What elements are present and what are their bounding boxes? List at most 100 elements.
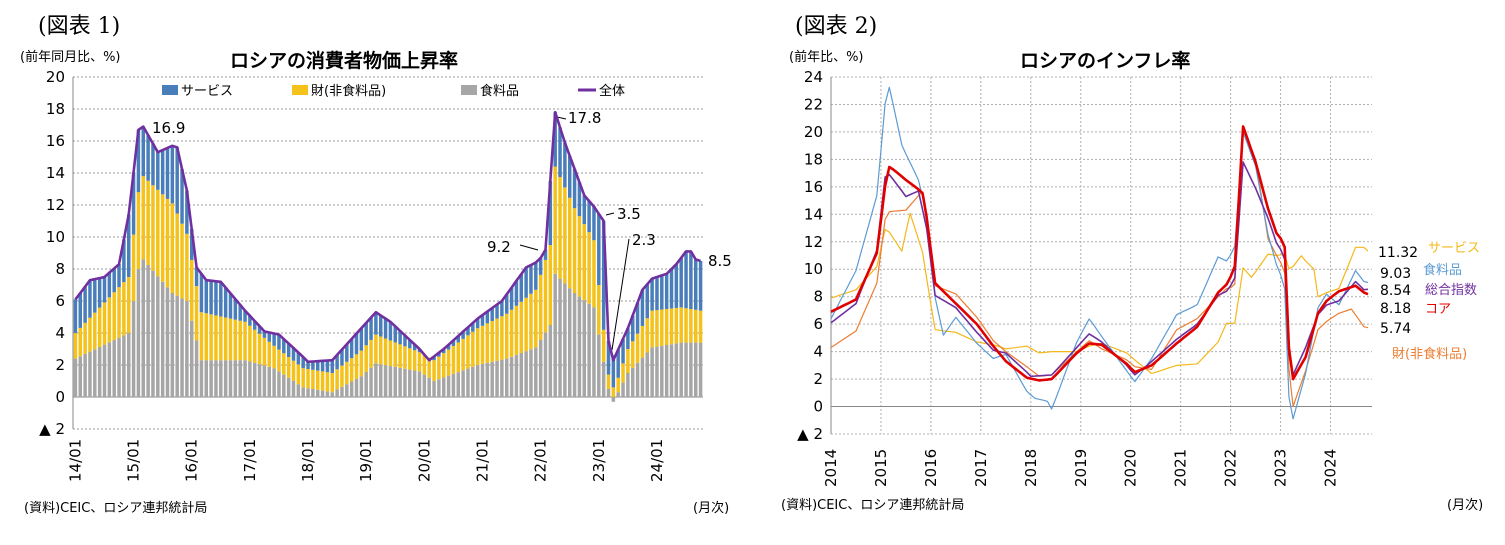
chart2-gridlines bbox=[830, 76, 1372, 435]
end-label-food-name: 食料品 bbox=[1423, 262, 1462, 278]
legend-goods-swatch bbox=[292, 85, 308, 95]
bar-services bbox=[219, 281, 223, 317]
bar-goods bbox=[151, 185, 155, 271]
bar-food bbox=[330, 392, 335, 397]
bar-goods bbox=[122, 282, 126, 336]
bar-food bbox=[320, 390, 325, 397]
y-tick-label: ▲ 2 bbox=[797, 425, 823, 443]
y-tick-label: 16 bbox=[804, 178, 823, 196]
bar-food bbox=[655, 346, 659, 397]
bar-services bbox=[238, 304, 242, 321]
bar-food bbox=[684, 342, 688, 397]
bar-goods bbox=[543, 259, 548, 333]
bar-services bbox=[286, 343, 291, 357]
bar-services bbox=[180, 169, 184, 224]
x-tick-label: 15/01 bbox=[125, 439, 143, 482]
annotation-2-3-leader bbox=[611, 238, 630, 351]
bar-services bbox=[223, 287, 228, 318]
bar-goods bbox=[645, 318, 650, 353]
bar-goods bbox=[286, 357, 291, 378]
bar-services bbox=[243, 310, 247, 322]
bar-services bbox=[185, 190, 189, 234]
bar-food bbox=[664, 345, 669, 397]
bar-food bbox=[204, 360, 209, 397]
bar-food bbox=[122, 335, 126, 397]
bar-services bbox=[102, 277, 107, 303]
bar-goods bbox=[626, 349, 630, 373]
bar-goods bbox=[500, 316, 504, 360]
bar-goods bbox=[311, 369, 315, 389]
bar-goods bbox=[606, 374, 611, 389]
y-tick-label: 20 bbox=[46, 68, 65, 86]
bar-food bbox=[674, 343, 679, 397]
bar-food bbox=[611, 397, 616, 402]
bar-services bbox=[509, 287, 514, 310]
bar-services bbox=[359, 328, 364, 351]
bar-goods bbox=[209, 314, 213, 361]
x-tick-label: 2020 bbox=[1122, 449, 1140, 487]
chart2-unit-label: (前年比、%) bbox=[789, 50, 864, 65]
bar-services bbox=[495, 304, 499, 319]
bar-services bbox=[233, 299, 238, 320]
chart2-period-label: (月次) bbox=[1447, 498, 1484, 513]
bar-food bbox=[335, 389, 339, 397]
bar-goods bbox=[408, 348, 412, 370]
bar-food bbox=[689, 342, 693, 397]
bar-goods bbox=[301, 368, 305, 388]
bar-food bbox=[354, 378, 359, 397]
bar-food bbox=[219, 360, 223, 397]
annotation-3-5: 3.5 bbox=[617, 205, 641, 223]
bar-food bbox=[441, 377, 446, 397]
bar-food bbox=[461, 370, 465, 397]
bar-services bbox=[112, 268, 116, 293]
bar-goods bbox=[262, 337, 267, 366]
end-label-headline-name: 総合指数 bbox=[1425, 283, 1477, 298]
annotation-8-5: 8.5 bbox=[708, 252, 732, 270]
bar-goods bbox=[548, 245, 553, 325]
bar-services bbox=[684, 251, 688, 309]
bar-food bbox=[524, 351, 528, 397]
x-tick-label: 14/01 bbox=[66, 439, 84, 482]
bar-services bbox=[480, 315, 485, 326]
bar-food bbox=[151, 270, 155, 397]
y-tick-label: 0 bbox=[55, 388, 65, 406]
bar-food bbox=[262, 365, 267, 397]
legend-services-swatch bbox=[162, 85, 178, 95]
bar-goods bbox=[78, 327, 83, 357]
x-tick-label: 24/01 bbox=[648, 439, 666, 482]
bar-food bbox=[277, 371, 281, 397]
bar-services bbox=[340, 349, 344, 366]
bar-goods bbox=[490, 321, 494, 362]
bar-food bbox=[582, 300, 587, 397]
bar-goods bbox=[630, 341, 635, 368]
bar-goods bbox=[471, 331, 475, 367]
bar-food bbox=[446, 375, 451, 397]
bar-food bbox=[698, 342, 703, 397]
bar-food bbox=[282, 374, 286, 397]
bar-goods bbox=[587, 232, 591, 304]
bar-food bbox=[495, 360, 499, 397]
bar-food bbox=[228, 360, 233, 397]
bar-food bbox=[97, 346, 102, 397]
annotation-17-8: 17.8 bbox=[568, 109, 601, 127]
y-tick-label: 14 bbox=[46, 164, 65, 182]
bar-services bbox=[374, 312, 378, 335]
bar-food bbox=[180, 298, 184, 397]
bar-goods bbox=[233, 319, 238, 361]
bar-food bbox=[194, 340, 199, 397]
y-tick-label: 6 bbox=[813, 315, 823, 333]
bar-services bbox=[141, 126, 146, 177]
bar-services bbox=[248, 315, 252, 326]
bar-services bbox=[669, 269, 674, 309]
bar-food bbox=[417, 371, 422, 397]
bar-goods bbox=[97, 307, 102, 347]
bar-food bbox=[577, 296, 582, 397]
y-tick-label: ▲ 2 bbox=[39, 420, 65, 438]
bar-services bbox=[272, 333, 276, 346]
bar-goods bbox=[378, 336, 383, 365]
bar-services bbox=[156, 152, 160, 190]
bar-food bbox=[679, 342, 683, 397]
bar-services bbox=[441, 349, 446, 354]
bar-food bbox=[466, 368, 470, 397]
x-tick-label: 19/01 bbox=[357, 439, 375, 482]
